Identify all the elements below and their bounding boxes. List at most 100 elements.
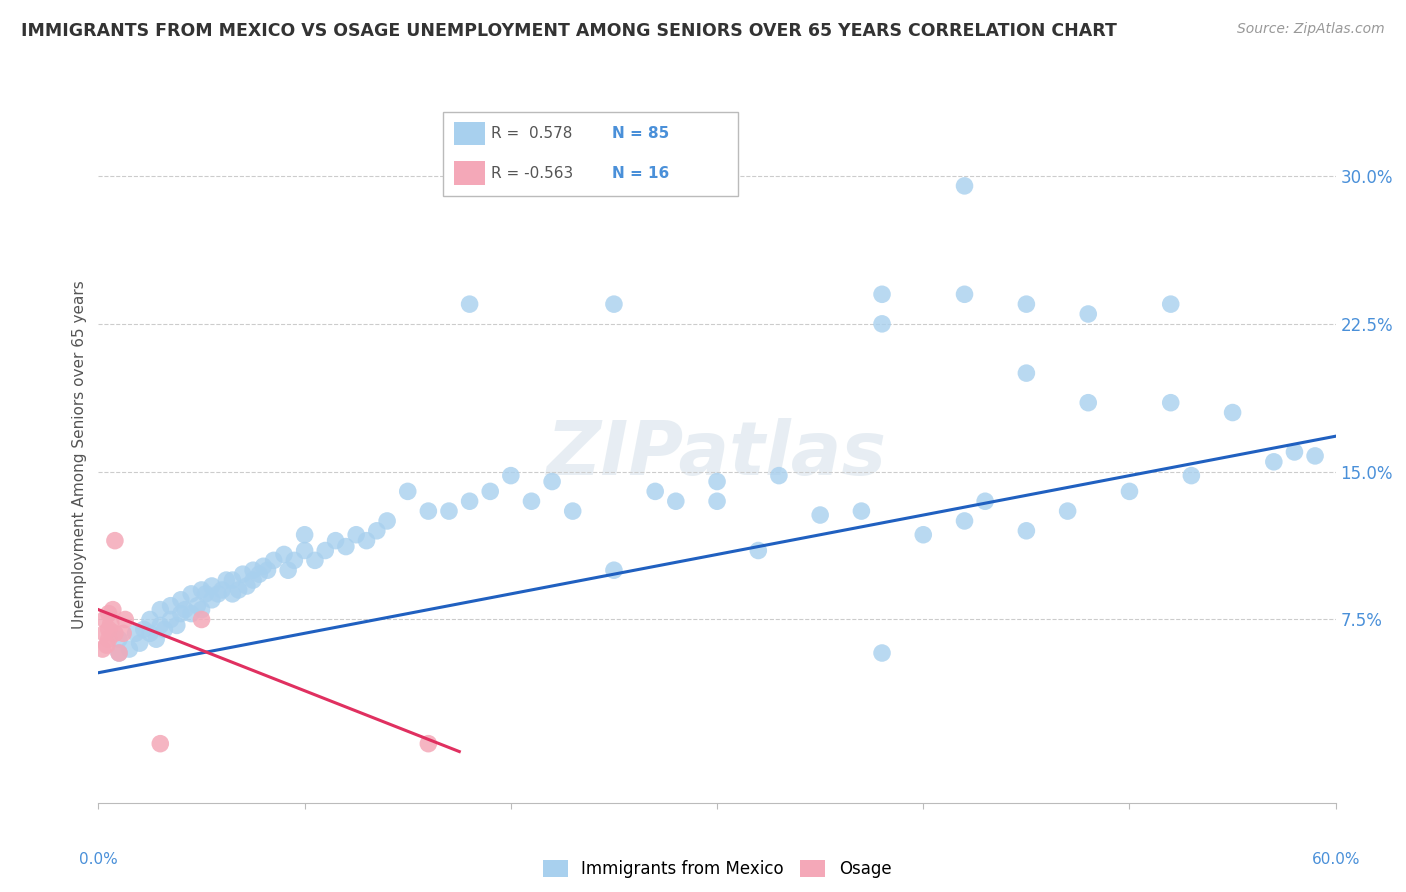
Point — [561, 504, 583, 518]
Text: N = 85: N = 85 — [612, 127, 669, 141]
Point — [304, 553, 326, 567]
Text: 0.0%: 0.0% — [79, 852, 118, 867]
Point — [1284, 445, 1306, 459]
Point — [1015, 366, 1038, 380]
Point — [149, 602, 172, 616]
Point — [145, 632, 167, 647]
Point — [221, 573, 243, 587]
Point — [194, 587, 217, 601]
Point — [418, 737, 440, 751]
Point — [174, 602, 197, 616]
Point — [644, 484, 666, 499]
Point — [166, 618, 188, 632]
Point — [139, 613, 162, 627]
Point — [665, 178, 688, 193]
Point — [273, 548, 295, 562]
Point — [356, 533, 378, 548]
Point — [128, 636, 150, 650]
Text: R =  0.578: R = 0.578 — [491, 127, 572, 141]
Point — [228, 582, 250, 597]
Point — [603, 297, 626, 311]
Point — [603, 563, 626, 577]
Point — [201, 579, 224, 593]
Point — [201, 592, 224, 607]
Y-axis label: Unemployment Among Seniors over 65 years: Unemployment Among Seniors over 65 years — [72, 281, 87, 629]
Point — [180, 607, 202, 621]
Point — [149, 618, 172, 632]
Point — [242, 563, 264, 577]
Point — [190, 602, 212, 616]
Point — [93, 626, 115, 640]
Point — [211, 582, 233, 597]
Point — [170, 592, 193, 607]
Point — [1077, 395, 1099, 409]
Text: IMMIGRANTS FROM MEXICO VS OSAGE UNEMPLOYMENT AMONG SENIORS OVER 65 YEARS CORRELA: IMMIGRANTS FROM MEXICO VS OSAGE UNEMPLOY… — [21, 22, 1116, 40]
Point — [104, 626, 127, 640]
Point — [232, 567, 254, 582]
Point — [215, 573, 238, 587]
Point — [808, 508, 831, 522]
Point — [747, 543, 769, 558]
Point — [325, 533, 347, 548]
Point — [953, 178, 976, 193]
Text: N = 16: N = 16 — [612, 166, 669, 180]
Point — [1056, 504, 1078, 518]
Point — [344, 527, 367, 541]
Point — [706, 494, 728, 508]
Point — [153, 623, 176, 637]
Point — [221, 587, 243, 601]
Point — [112, 626, 135, 640]
Point — [294, 543, 316, 558]
Point — [97, 623, 120, 637]
Point — [479, 484, 502, 499]
Text: R = -0.563: R = -0.563 — [491, 166, 572, 180]
Point — [520, 494, 543, 508]
Point — [1160, 395, 1182, 409]
Point — [236, 579, 259, 593]
Point — [1077, 307, 1099, 321]
Point — [247, 567, 270, 582]
Point — [1015, 297, 1038, 311]
Point — [108, 646, 131, 660]
Point — [851, 504, 873, 518]
Point — [180, 587, 202, 601]
Point — [366, 524, 388, 538]
Point — [132, 623, 155, 637]
Text: 60.0%: 60.0% — [1312, 852, 1360, 867]
Point — [114, 613, 136, 627]
Point — [96, 638, 118, 652]
Point — [263, 553, 285, 567]
Point — [104, 533, 127, 548]
Point — [1263, 455, 1285, 469]
Point — [665, 494, 688, 508]
Point — [190, 613, 212, 627]
Point — [124, 626, 146, 640]
Point — [375, 514, 398, 528]
Point — [108, 632, 131, 647]
Point — [207, 587, 229, 601]
Point — [252, 559, 274, 574]
Point — [242, 573, 264, 587]
Point — [912, 527, 935, 541]
Point — [541, 475, 564, 489]
Point — [294, 527, 316, 541]
Point — [170, 607, 193, 621]
Point — [149, 737, 172, 751]
Point — [93, 613, 115, 627]
Point — [1222, 405, 1244, 419]
Point — [870, 646, 893, 660]
Point — [953, 514, 976, 528]
Point — [256, 563, 278, 577]
Point — [1180, 468, 1202, 483]
Point — [97, 607, 120, 621]
Point — [870, 317, 893, 331]
Point — [499, 468, 522, 483]
Point — [437, 504, 460, 518]
Legend: Immigrants from Mexico, Osage: Immigrants from Mexico, Osage — [536, 854, 898, 885]
Point — [768, 468, 790, 483]
Point — [97, 632, 120, 647]
Point — [100, 616, 122, 631]
Point — [706, 475, 728, 489]
Point — [335, 540, 357, 554]
Point — [118, 642, 141, 657]
